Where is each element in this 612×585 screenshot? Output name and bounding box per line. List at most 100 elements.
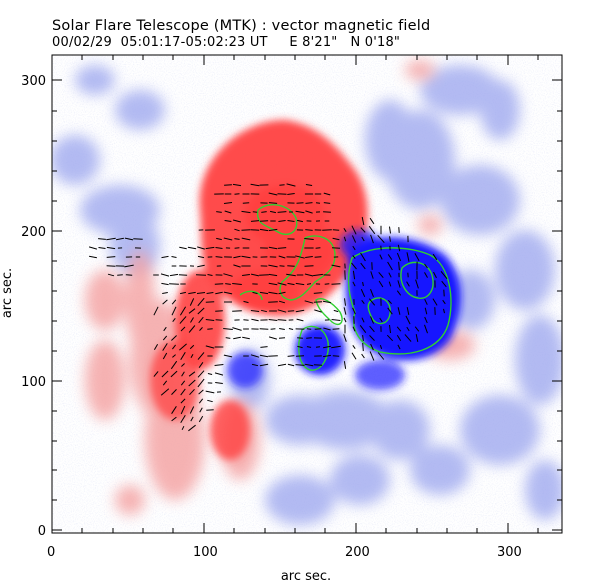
field-vector [323,211,331,213]
field-vector [277,363,287,367]
field-vector [295,309,305,313]
field-vector [251,318,259,322]
field-vector [351,262,357,270]
field-vector [397,244,401,252]
field-vector [277,319,287,321]
field-vector [387,261,393,271]
field-vector [396,334,402,342]
field-vector [388,299,392,305]
field-vector [424,272,428,278]
field-vector [197,297,205,307]
field-vector [259,354,269,358]
field-vector [197,352,205,360]
field-vector [368,225,376,235]
field-vector [171,406,177,414]
field-vector [304,273,314,277]
field-vector [171,299,177,305]
field-vector [322,345,332,349]
field-vector [268,319,278,321]
field-vector [225,337,231,339]
field-vector [361,317,365,323]
field-vector [315,346,321,348]
field-vector [323,354,331,358]
field-vector [190,353,194,359]
field-vector [304,363,314,367]
field-vector [241,255,251,259]
y-tick-label: 0 [38,524,46,539]
field-vector [179,306,187,316]
field-vector [296,318,304,322]
field-vector [361,353,365,359]
field-vector [343,236,347,242]
field-vector [234,228,240,232]
field-vector [379,254,383,260]
field-vector [295,255,305,259]
field-vector [306,337,312,339]
field-vector [241,210,251,214]
field-vector [180,405,186,415]
field-vector [260,346,268,348]
field-vector [106,246,116,250]
field-vector [233,336,241,340]
field-vector [223,202,233,204]
field-vector [234,193,240,195]
field-vector [359,324,367,334]
field-vector [424,263,428,269]
field-vector [370,343,374,351]
field-vector [442,299,446,305]
field-vector [369,351,375,361]
field-vector [153,371,159,377]
field-vector [180,414,186,424]
y-axis-label: arc sec. [0,268,15,318]
field-vector [98,238,106,240]
field-vector [188,371,196,377]
field-vector [223,273,233,277]
field-vector [286,183,296,187]
field-vector [287,355,295,357]
field-vector [361,299,365,305]
y-tick-label: 200 [21,225,46,240]
field-vector [361,216,365,226]
field-vector [171,306,177,316]
field-vector [352,270,356,280]
field-vector [223,237,233,241]
field-vector [180,380,186,386]
field-vector [170,370,178,378]
field-vector [414,326,420,332]
field-vector [197,378,205,388]
field-vector [352,255,356,259]
field-vector [189,406,195,414]
field-vector [232,219,242,223]
field-vector [250,310,260,312]
x-tick-label: 100 [193,545,218,560]
field-vector [441,280,447,288]
field-vector [332,355,340,357]
field-vector [162,299,168,305]
field-vector [250,229,260,231]
field-vector [224,220,232,222]
field-vector [268,273,278,277]
field-vector [161,255,169,259]
field-vector [197,246,205,250]
field-vector [277,282,287,286]
field-vector [432,298,438,306]
field-vector [370,234,374,244]
field-vector [161,282,169,286]
field-vector [388,281,392,287]
field-vector [205,246,215,250]
y-tick-label: 100 [21,375,46,390]
image-title: Solar Flare Telescope (MTK) : vector mag… [52,18,431,34]
field-vector [415,279,419,289]
field-vector [287,310,295,312]
field-vector [187,246,197,250]
field-vector [387,254,393,260]
field-vector [124,237,134,241]
field-vector [305,210,313,214]
field-vector [223,328,233,330]
field-vector [169,283,179,285]
field-vector [389,226,391,234]
field-vector [369,325,375,333]
field-vector [388,272,392,278]
field-vector [232,283,242,285]
